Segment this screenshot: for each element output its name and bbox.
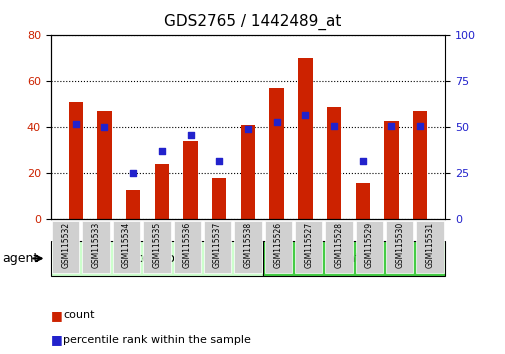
Text: GSM115535: GSM115535 xyxy=(152,222,161,268)
Text: count: count xyxy=(63,310,94,320)
Text: GSM115531: GSM115531 xyxy=(425,222,434,268)
Bar xyxy=(297,58,312,219)
Point xyxy=(100,125,108,130)
Bar xyxy=(97,111,112,219)
Text: GSM115538: GSM115538 xyxy=(243,222,252,268)
Point xyxy=(129,171,137,176)
FancyBboxPatch shape xyxy=(50,241,263,276)
Bar xyxy=(355,183,369,219)
Bar xyxy=(212,178,226,219)
FancyBboxPatch shape xyxy=(355,221,382,273)
Point xyxy=(158,149,166,154)
Text: GSM115536: GSM115536 xyxy=(182,222,191,268)
Text: GSM115530: GSM115530 xyxy=(394,222,403,268)
Bar xyxy=(326,107,340,219)
Point xyxy=(358,158,366,164)
Point xyxy=(329,123,337,129)
FancyBboxPatch shape xyxy=(113,221,140,273)
Text: GSM115534: GSM115534 xyxy=(122,222,131,268)
FancyBboxPatch shape xyxy=(325,221,352,273)
FancyBboxPatch shape xyxy=(416,221,443,273)
Bar xyxy=(126,189,140,219)
Text: GSM115527: GSM115527 xyxy=(304,222,313,268)
FancyBboxPatch shape xyxy=(263,241,444,276)
Text: agent: agent xyxy=(3,252,39,265)
Text: ■: ■ xyxy=(50,309,62,321)
Point xyxy=(215,158,223,164)
Bar xyxy=(383,120,398,219)
FancyBboxPatch shape xyxy=(143,221,170,273)
Bar xyxy=(155,164,169,219)
FancyBboxPatch shape xyxy=(82,221,110,273)
Text: GSM115529: GSM115529 xyxy=(364,222,373,268)
Text: GSM115532: GSM115532 xyxy=(61,222,70,268)
Text: GSM115537: GSM115537 xyxy=(213,222,222,268)
Point xyxy=(387,123,395,129)
Bar xyxy=(412,111,427,219)
FancyBboxPatch shape xyxy=(173,221,200,273)
Point xyxy=(272,119,280,125)
FancyBboxPatch shape xyxy=(385,221,413,273)
FancyBboxPatch shape xyxy=(234,221,261,273)
Text: creatine: creatine xyxy=(328,252,379,265)
Text: GSM115526: GSM115526 xyxy=(273,222,282,268)
Bar xyxy=(183,141,197,219)
Text: GSM115533: GSM115533 xyxy=(91,222,100,268)
Point xyxy=(186,132,194,138)
FancyBboxPatch shape xyxy=(294,221,322,273)
Bar xyxy=(269,88,283,219)
Point xyxy=(300,112,309,118)
Point xyxy=(415,123,423,129)
Text: percentile rank within the sample: percentile rank within the sample xyxy=(63,335,250,345)
Text: control: control xyxy=(135,252,178,265)
Text: GSM115528: GSM115528 xyxy=(334,222,343,268)
Bar xyxy=(240,125,255,219)
Bar xyxy=(68,102,83,219)
FancyBboxPatch shape xyxy=(264,221,291,273)
FancyBboxPatch shape xyxy=(204,221,231,273)
Point xyxy=(72,121,80,127)
Text: GDS2765 / 1442489_at: GDS2765 / 1442489_at xyxy=(164,14,341,30)
Point xyxy=(243,126,251,132)
Text: ■: ■ xyxy=(50,333,62,346)
FancyBboxPatch shape xyxy=(52,221,79,273)
